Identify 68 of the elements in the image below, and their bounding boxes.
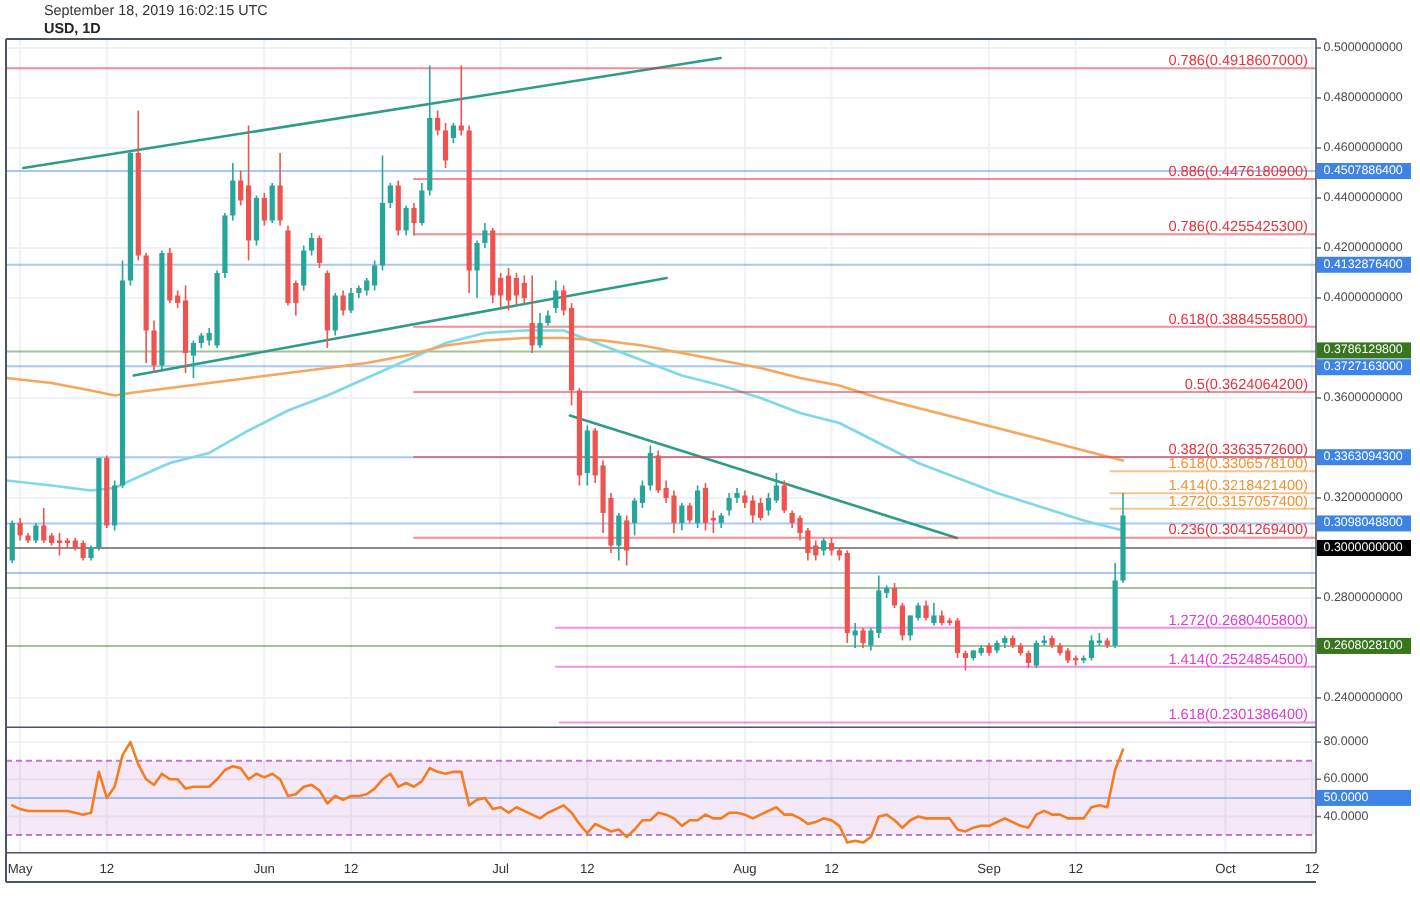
candlestick [419, 182, 425, 227]
candlestick [954, 617, 961, 659]
candlestick [112, 479, 118, 532]
candlestick [962, 649, 969, 672]
candlestick [647, 444, 653, 492]
line-series [6, 336, 1125, 462]
candlestick [671, 489, 677, 534]
candlestick [891, 582, 898, 609]
candlestick [167, 247, 173, 304]
candlestick [395, 179, 401, 237]
candlestick [553, 279, 559, 314]
candlestick [482, 222, 488, 249]
candlestick [695, 484, 701, 529]
candlestick [308, 232, 315, 257]
candlestick [332, 292, 338, 337]
candlestick [781, 479, 787, 514]
candlestick [765, 492, 772, 517]
candlestick [269, 182, 275, 224]
candlestick [17, 517, 23, 542]
candlestick [151, 319, 157, 374]
candlestick [852, 622, 858, 649]
candlestick [1088, 634, 1095, 662]
candlestick [442, 122, 449, 169]
candlestick [403, 204, 409, 237]
candlestick [758, 497, 764, 522]
candlestick [702, 482, 709, 532]
candlestick [277, 152, 283, 227]
candlestick [529, 274, 535, 354]
candlestick [521, 274, 527, 304]
candlestick [860, 627, 866, 649]
candlestick [687, 502, 693, 524]
candlestick [190, 339, 197, 379]
candlestick [616, 512, 622, 562]
candlestick [411, 202, 417, 237]
line-series [10, 740, 1125, 844]
candlestick [41, 507, 47, 544]
candlestick [348, 287, 354, 314]
candlestick [435, 109, 441, 137]
candlestick [301, 244, 307, 292]
candlestick [450, 122, 456, 144]
candlestick [923, 599, 929, 622]
candlestick [513, 272, 520, 307]
candlestick [899, 602, 906, 642]
candlestick [9, 519, 15, 564]
candlestick [537, 312, 543, 349]
candlestick [261, 192, 267, 227]
candlestick [340, 289, 346, 317]
candlestick [726, 492, 732, 517]
candlestick [624, 514, 630, 567]
candlestick [316, 234, 323, 269]
candlestick [56, 532, 63, 557]
candlestick [230, 162, 236, 222]
candlestick [80, 539, 86, 562]
candlestick [750, 494, 756, 524]
candlestick [931, 602, 937, 627]
candlestick [1033, 639, 1039, 669]
candlestick [655, 449, 661, 494]
candlestick [679, 502, 685, 532]
candlestick [372, 259, 378, 292]
candlestick [505, 267, 512, 312]
candlestick [876, 574, 882, 639]
candlestick [387, 182, 393, 209]
candlestick [773, 472, 779, 504]
candlestick [33, 522, 39, 544]
candlestick [474, 239, 480, 299]
candlestick [253, 194, 260, 247]
candlestick [584, 424, 590, 487]
candlestick [458, 64, 464, 137]
